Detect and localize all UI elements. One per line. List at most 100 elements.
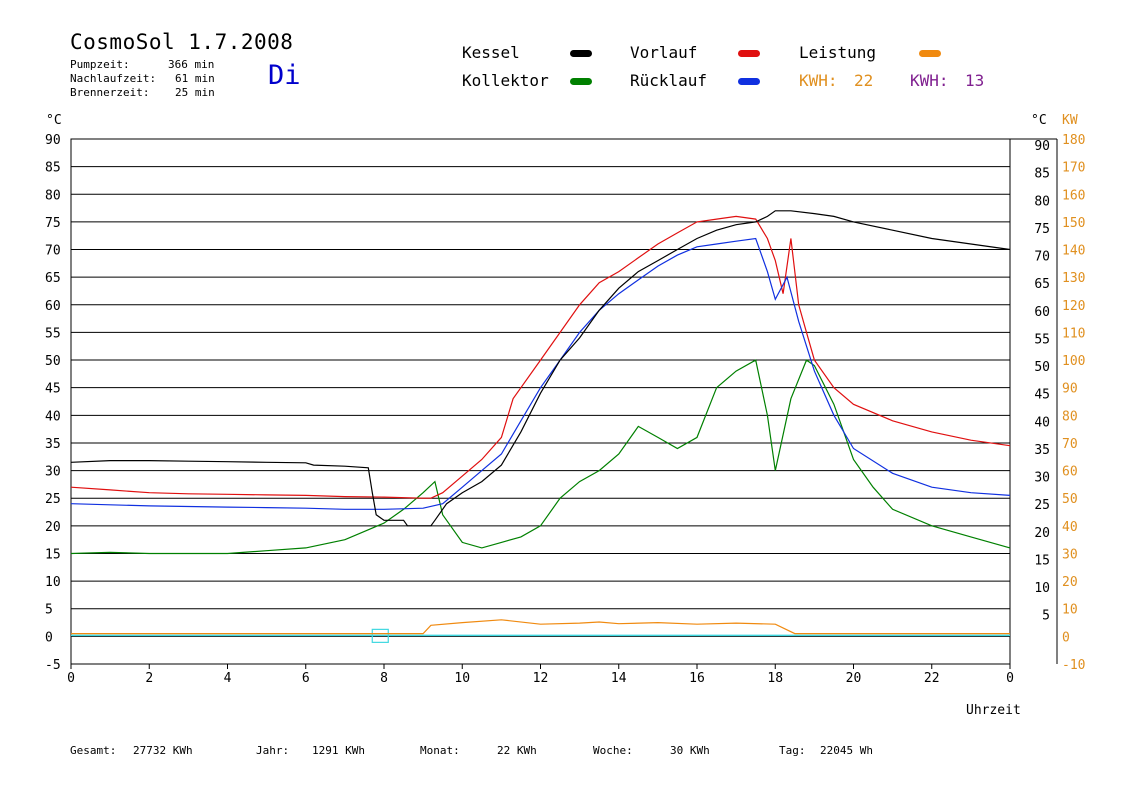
legend-ruecklauf-swatch	[738, 78, 760, 85]
y-right-tick-label: 20	[1034, 526, 1050, 541]
weekday-label: Di	[268, 60, 301, 91]
kw-tick-label: 150	[1062, 216, 1085, 231]
y-right-tick-label: 70	[1034, 250, 1050, 265]
y-tick-label: 0	[45, 630, 53, 645]
app-title: CosmoSol 1.7.2008	[70, 30, 294, 54]
kw-tick-label: 40	[1062, 520, 1078, 535]
right-kw-unit: KW	[1062, 113, 1078, 128]
kw-tick-label: 120	[1062, 299, 1085, 314]
footer-monat-label: Monat:	[420, 744, 460, 757]
x-axis-label: Uhrzeit	[966, 703, 1021, 718]
y-right-tick-label: 65	[1034, 277, 1050, 292]
temperature-chart: °C °C KW Uhrzeit 90858075706560555045403…	[45, 113, 1085, 718]
kwh-purple-value: 13	[965, 71, 985, 90]
legend-kollektor-swatch	[570, 78, 592, 85]
footer-woche-value: 30 KWh	[670, 744, 710, 757]
x-tick-label: 18	[767, 671, 783, 686]
kw-tick-label: 20	[1062, 575, 1078, 590]
kwh-orange-value: 22	[854, 71, 874, 90]
y-tick-label: 40	[45, 409, 61, 424]
kw-tick-label: 70	[1062, 437, 1078, 452]
y-right-tick-label: 10	[1034, 581, 1050, 596]
y-right-tick-label: 55	[1034, 332, 1050, 347]
y-right-tick-label: 15	[1034, 553, 1050, 568]
stat-nachlaufzeit-value: 61 min	[175, 72, 215, 85]
footer-jahr-value: 1291 KWh	[312, 744, 365, 757]
kw-tick-label: 90	[1062, 382, 1078, 397]
stat-pumpzeit-label: Pumpzeit:	[70, 58, 130, 71]
plot-frame	[70, 138, 1011, 665]
y-tick-label: 50	[45, 354, 61, 369]
kw-tick-label: 80	[1062, 409, 1078, 424]
stat-pumpzeit-value: 366 min	[168, 58, 215, 71]
footer-jahr-label: Jahr:	[256, 744, 290, 757]
y-tick-label: 70	[45, 244, 61, 259]
kw-tick-label: 100	[1062, 354, 1085, 369]
legend-ruecklauf-label: Rücklauf	[630, 71, 708, 90]
x-tick-label: 14	[611, 671, 627, 686]
series-line-vorlauf	[70, 215, 1011, 499]
x-tick-label: 4	[224, 671, 232, 686]
kw-tick-label: 160	[1062, 188, 1085, 203]
y-tick-label: 15	[45, 547, 61, 562]
y-tick-label: -5	[45, 658, 61, 673]
legend-leistung-label: Leistung	[799, 43, 877, 62]
x-tick-label: 0	[67, 671, 75, 686]
footer-monat-value: 22 KWh	[497, 744, 537, 757]
legend-kollektor-label: Kollektor	[462, 71, 549, 90]
kw-tick-label: 170	[1062, 161, 1085, 176]
right-axis-unit: °C	[1031, 113, 1047, 128]
legend-vorlauf-swatch	[738, 50, 760, 57]
kw-tick-label: 10	[1062, 603, 1078, 618]
legend-leistung-swatch	[919, 50, 941, 57]
y-tick-label: 45	[45, 382, 61, 397]
y-right-tick-label: 85	[1034, 167, 1050, 182]
footer-gesamt-label: Gesamt:	[70, 744, 117, 757]
series-line-kessel	[70, 210, 1011, 527]
legend-vorlauf-label: Vorlauf	[630, 43, 698, 62]
series-line-kollektor	[70, 359, 1011, 555]
footer-tag-value: 22045 Wh	[820, 744, 873, 757]
y-right-tick-label: 35	[1034, 443, 1050, 458]
kwh-orange-label: KWH:	[799, 71, 838, 90]
kw-tick-label: 140	[1062, 244, 1085, 259]
y-tick-label: 30	[45, 465, 61, 480]
y-right-tick-label: 25	[1034, 498, 1050, 513]
y-tick-label: 90	[45, 133, 61, 148]
y-right-tick-label: 60	[1034, 305, 1050, 320]
kw-tick-label: 130	[1062, 271, 1085, 286]
kw-tick-label: 0	[1062, 630, 1070, 645]
x-tick-label: 16	[689, 671, 705, 686]
kw-tick-label: 30	[1062, 547, 1078, 562]
legend-kessel-swatch	[570, 50, 592, 57]
kw-tick-label: 50	[1062, 492, 1078, 507]
y-tick-label: 5	[45, 603, 53, 618]
series-line-leistung	[71, 619, 1010, 635]
footer-tag-label: Tag:	[779, 744, 806, 757]
y-right-tick-label: 5	[1042, 609, 1050, 624]
y-tick-label: 85	[45, 161, 61, 176]
footer-woche-label: Woche:	[593, 744, 633, 757]
y-right-tick-label: 40	[1034, 415, 1050, 430]
y-right-tick-label: 90	[1034, 139, 1050, 154]
y-tick-label: 10	[45, 575, 61, 590]
stat-nachlaufzeit-label: Nachlaufzeit:	[70, 72, 157, 85]
footer-gesamt-value: 27732 KWh	[133, 744, 193, 757]
kw-tick-label: 110	[1062, 326, 1085, 341]
kw-tick-label: -10	[1062, 658, 1085, 673]
y-tick-label: 65	[45, 271, 61, 286]
stat-brennerzeit-label: Brennerzeit:	[70, 86, 150, 99]
y-tick-label: 80	[45, 188, 61, 203]
y-right-tick-label: 80	[1034, 194, 1050, 209]
y-tick-label: 35	[45, 437, 61, 452]
stat-brennerzeit-value: 25 min	[175, 86, 215, 99]
left-axis-unit: °C	[46, 113, 62, 128]
y-right-tick-label: 45	[1034, 388, 1050, 403]
x-tick-label: 6	[302, 671, 310, 686]
marker-box	[371, 628, 389, 643]
kw-tick-label: 60	[1062, 465, 1078, 480]
x-tick-label: 8	[380, 671, 388, 686]
y-tick-label: 25	[45, 492, 61, 507]
legend-kessel-label: Kessel	[462, 43, 520, 62]
y-tick-label: 20	[45, 520, 61, 535]
